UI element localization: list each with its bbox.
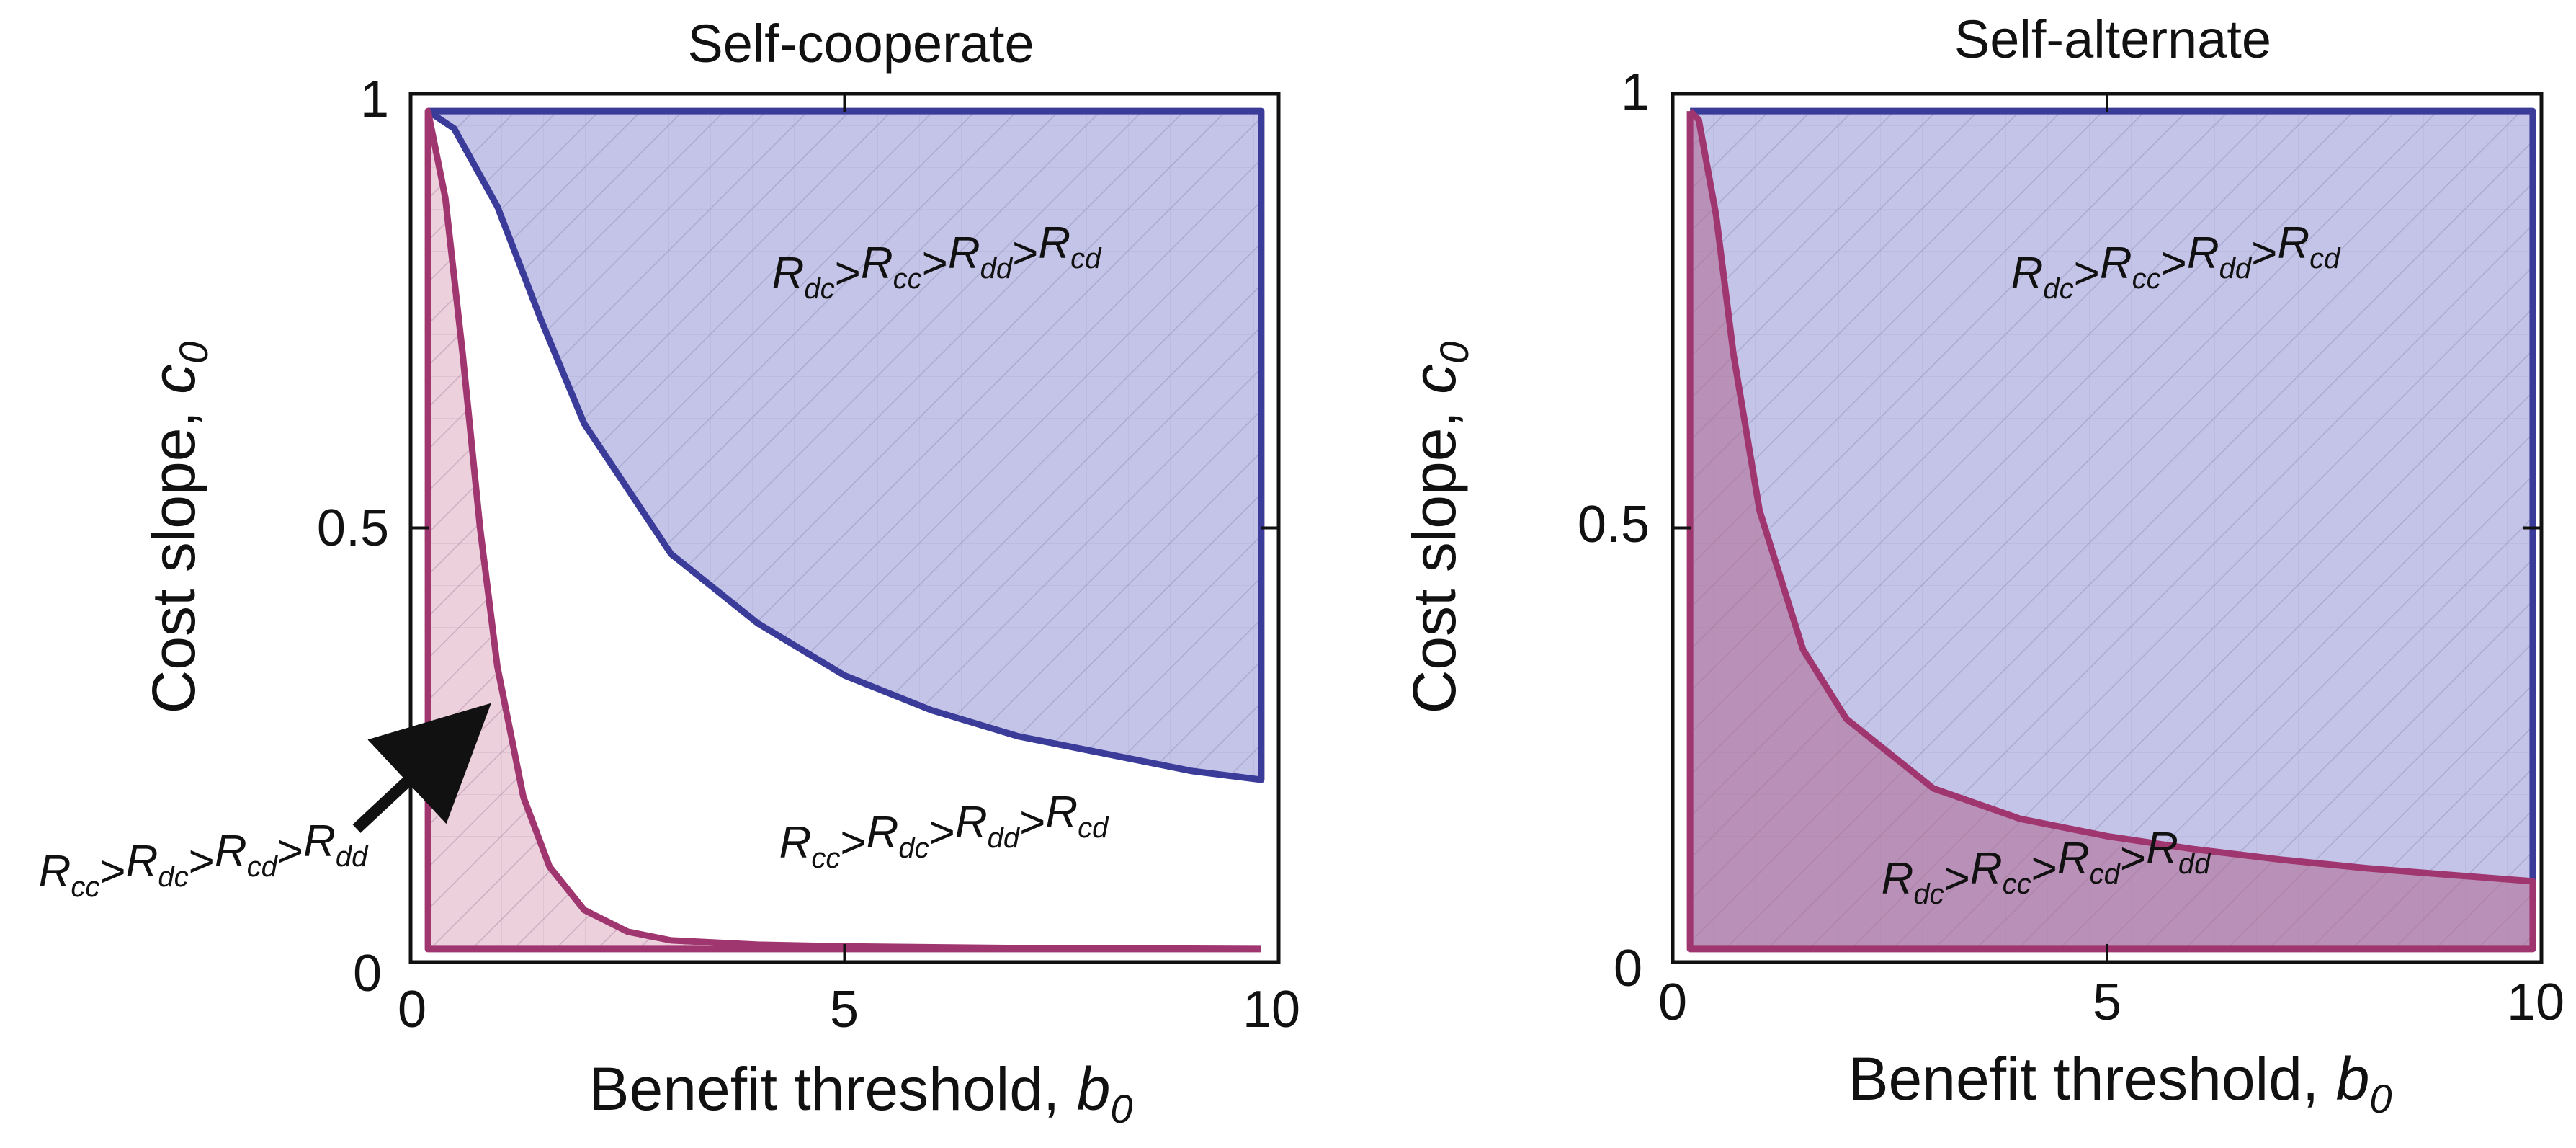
x-axis-label: Benefit threshold, b0 xyxy=(1848,1045,2392,1121)
x-tick-label: 5 xyxy=(2093,974,2121,1031)
region-label-lower: Rdc>Rcc>Rcd>Rdd xyxy=(1882,824,2212,910)
region-hatch-overlap xyxy=(1690,111,2533,949)
x-tick-label: 10 xyxy=(1243,981,1300,1038)
x-ticks xyxy=(1671,94,2543,962)
x-ticks xyxy=(409,94,1280,962)
chart-title: Self-cooperate xyxy=(687,14,1034,74)
boundary-blue xyxy=(1690,107,2536,881)
boundary-blue xyxy=(426,107,1265,783)
boundary-curves xyxy=(424,107,1265,953)
y-tick-label: 0.5 xyxy=(317,499,389,557)
region-layer xyxy=(1690,111,2533,949)
chart-title: Self-alternate xyxy=(1954,9,2271,69)
region-hatch-blue xyxy=(1690,111,2533,949)
y-axis-label: Cost slope, c0 xyxy=(140,342,216,714)
region-label-upper: Rdc>Rcc>Rdd>Rcd xyxy=(2011,218,2342,305)
chart-panel-self-alternate: Self-alternate 0 5 10 0 0.5 1 Benefit th xyxy=(1400,9,2564,1121)
boundary-magenta xyxy=(1686,108,2536,953)
x-tick-label: 5 xyxy=(830,981,859,1038)
region-label-upper: Rdc>Rcc>Rdd>Rcd xyxy=(772,218,1103,305)
region-layer xyxy=(428,111,1261,949)
boundary-curves xyxy=(1686,107,2536,953)
y-tick-label: 0 xyxy=(353,945,382,1002)
x-tick-label: 0 xyxy=(398,981,426,1038)
y-axis-label: Cost slope, c0 xyxy=(1400,342,1477,714)
y-ticks xyxy=(1673,92,2541,964)
y-tick-label: 0 xyxy=(1614,940,1642,997)
region-label-middle: Rcc>Rdc>Rdd>Rcd xyxy=(779,788,1110,874)
chart-panel-self-cooperate: Self-cooperate 0 5 10 0 0.5 1 xyxy=(39,14,1300,1131)
y-tick-label: 1 xyxy=(360,71,389,128)
y-tick-label: 0.5 xyxy=(1578,496,1650,553)
region-label-lower-left: Rcc>Rdc>Rcd>Rdd xyxy=(39,816,370,903)
x-axis-label: Benefit threshold, b0 xyxy=(589,1055,1133,1131)
region-hatch-blue xyxy=(428,111,1261,780)
boundary-magenta xyxy=(424,107,1261,953)
annotation-arrow xyxy=(352,703,491,833)
y-tick-label: 1 xyxy=(1621,63,1650,121)
x-tick-label: 10 xyxy=(2507,974,2564,1031)
y-ticks xyxy=(411,92,1279,964)
region-hatch-magenta xyxy=(428,111,1261,949)
x-tick-label: 0 xyxy=(1658,974,1687,1031)
